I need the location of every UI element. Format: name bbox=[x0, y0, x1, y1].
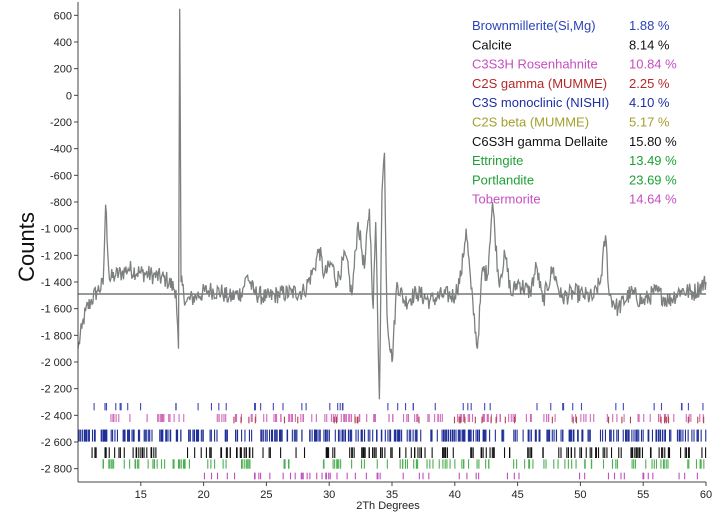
y-tick-label: 0 bbox=[66, 90, 72, 102]
legend-entry-name: Tobermorite bbox=[472, 192, 541, 207]
x-tick-label: 55 bbox=[637, 489, 649, 501]
phase-tick-row bbox=[93, 403, 704, 411]
x-axis: 15 20 25 30 35 40 45 50 55 60 bbox=[135, 482, 712, 501]
y-axis-label: Counts bbox=[14, 212, 39, 282]
legend-entry-name: C2S gamma (MUMME) bbox=[472, 76, 607, 91]
y-tick-label: -1 800 bbox=[41, 330, 72, 342]
y-tick-label: -2 000 bbox=[41, 357, 72, 369]
legend-entry-name: C3S3H Rosenhahnite bbox=[472, 57, 598, 72]
legend-entry-percent: 15.80 % bbox=[629, 134, 677, 149]
legend-entry-percent: 23.69 % bbox=[629, 172, 677, 187]
legend-entry-name: Brownmillerite(Si,Mg) bbox=[472, 18, 596, 33]
y-tick-label: -200 bbox=[50, 117, 72, 129]
legend-entry-percent: 10.84 % bbox=[629, 57, 677, 72]
phase-tick-row bbox=[110, 414, 704, 422]
legend-entry-percent: 8.14 % bbox=[629, 37, 670, 52]
y-tick-label: -2 400 bbox=[41, 410, 72, 422]
legend-entry-name: C3S monoclinic (NISHI) bbox=[472, 95, 609, 110]
y-tick-label: -600 bbox=[50, 170, 72, 182]
y-tick-label: -2 200 bbox=[41, 384, 72, 396]
x-tick-label: 45 bbox=[511, 489, 523, 501]
legend-entry-percent: 1.88 % bbox=[629, 18, 670, 33]
y-tick-label: -2 800 bbox=[41, 464, 72, 476]
x-tick-label: 40 bbox=[449, 489, 461, 501]
y-axis: 600 400 200 0 -200 -400 -600 -800 -1 000 -1 200 -1… bbox=[41, 10, 78, 476]
legend-entry-percent: 5.17 % bbox=[629, 115, 670, 130]
y-tick-label: 600 bbox=[54, 10, 72, 22]
legend-entry-name: C6S3H gamma Dellaite bbox=[472, 134, 608, 149]
legend-entry-name: Ettringite bbox=[472, 153, 523, 168]
y-tick-label: -1 200 bbox=[41, 250, 72, 262]
y-tick-label: -2 600 bbox=[41, 437, 72, 449]
x-tick-label: 15 bbox=[135, 489, 147, 501]
y-tick-label: -1 600 bbox=[41, 304, 72, 316]
y-tick-label: 400 bbox=[54, 37, 72, 49]
x-tick-label: 50 bbox=[574, 489, 586, 501]
legend-entry-percent: 2.25 % bbox=[629, 76, 670, 91]
legend-entry-percent: 13.49 % bbox=[629, 153, 677, 168]
phase-tick-row bbox=[233, 416, 705, 424]
legend-entry-name: Portlandite bbox=[472, 172, 534, 187]
legend-entry-name: Calcite bbox=[472, 37, 512, 52]
y-tick-label: -800 bbox=[50, 197, 72, 209]
y-tick-label: -400 bbox=[50, 144, 72, 156]
x-tick-label: 25 bbox=[260, 489, 272, 501]
phase-tick-row bbox=[102, 459, 705, 469]
phase-legend: Brownmillerite(Si,Mg) 1.88 % Calcite 8.14 %… bbox=[472, 18, 677, 207]
legend-entry-percent: 4.10 % bbox=[629, 95, 670, 110]
x-tick-label: 30 bbox=[323, 489, 335, 501]
legend-entry-percent: 14.64 % bbox=[629, 192, 677, 207]
phase-tick-rows bbox=[78, 403, 707, 480]
y-tick-label: -1 400 bbox=[41, 277, 72, 289]
x-tick-label: 20 bbox=[197, 489, 209, 501]
phase-tick-row bbox=[78, 429, 707, 442]
diffraction-pattern-line bbox=[77, 8, 707, 400]
y-tick-label: -1 000 bbox=[41, 224, 72, 236]
x-tick-label: 60 bbox=[700, 489, 712, 501]
phase-tick-row bbox=[203, 472, 698, 480]
phase-tick-row bbox=[91, 447, 707, 458]
legend-entry-name: C2S beta (MUMME) bbox=[472, 115, 589, 130]
x-axis-label: 2Th Degrees bbox=[356, 500, 420, 512]
y-tick-label: 200 bbox=[54, 64, 72, 76]
x-tick-label: 35 bbox=[386, 489, 398, 501]
